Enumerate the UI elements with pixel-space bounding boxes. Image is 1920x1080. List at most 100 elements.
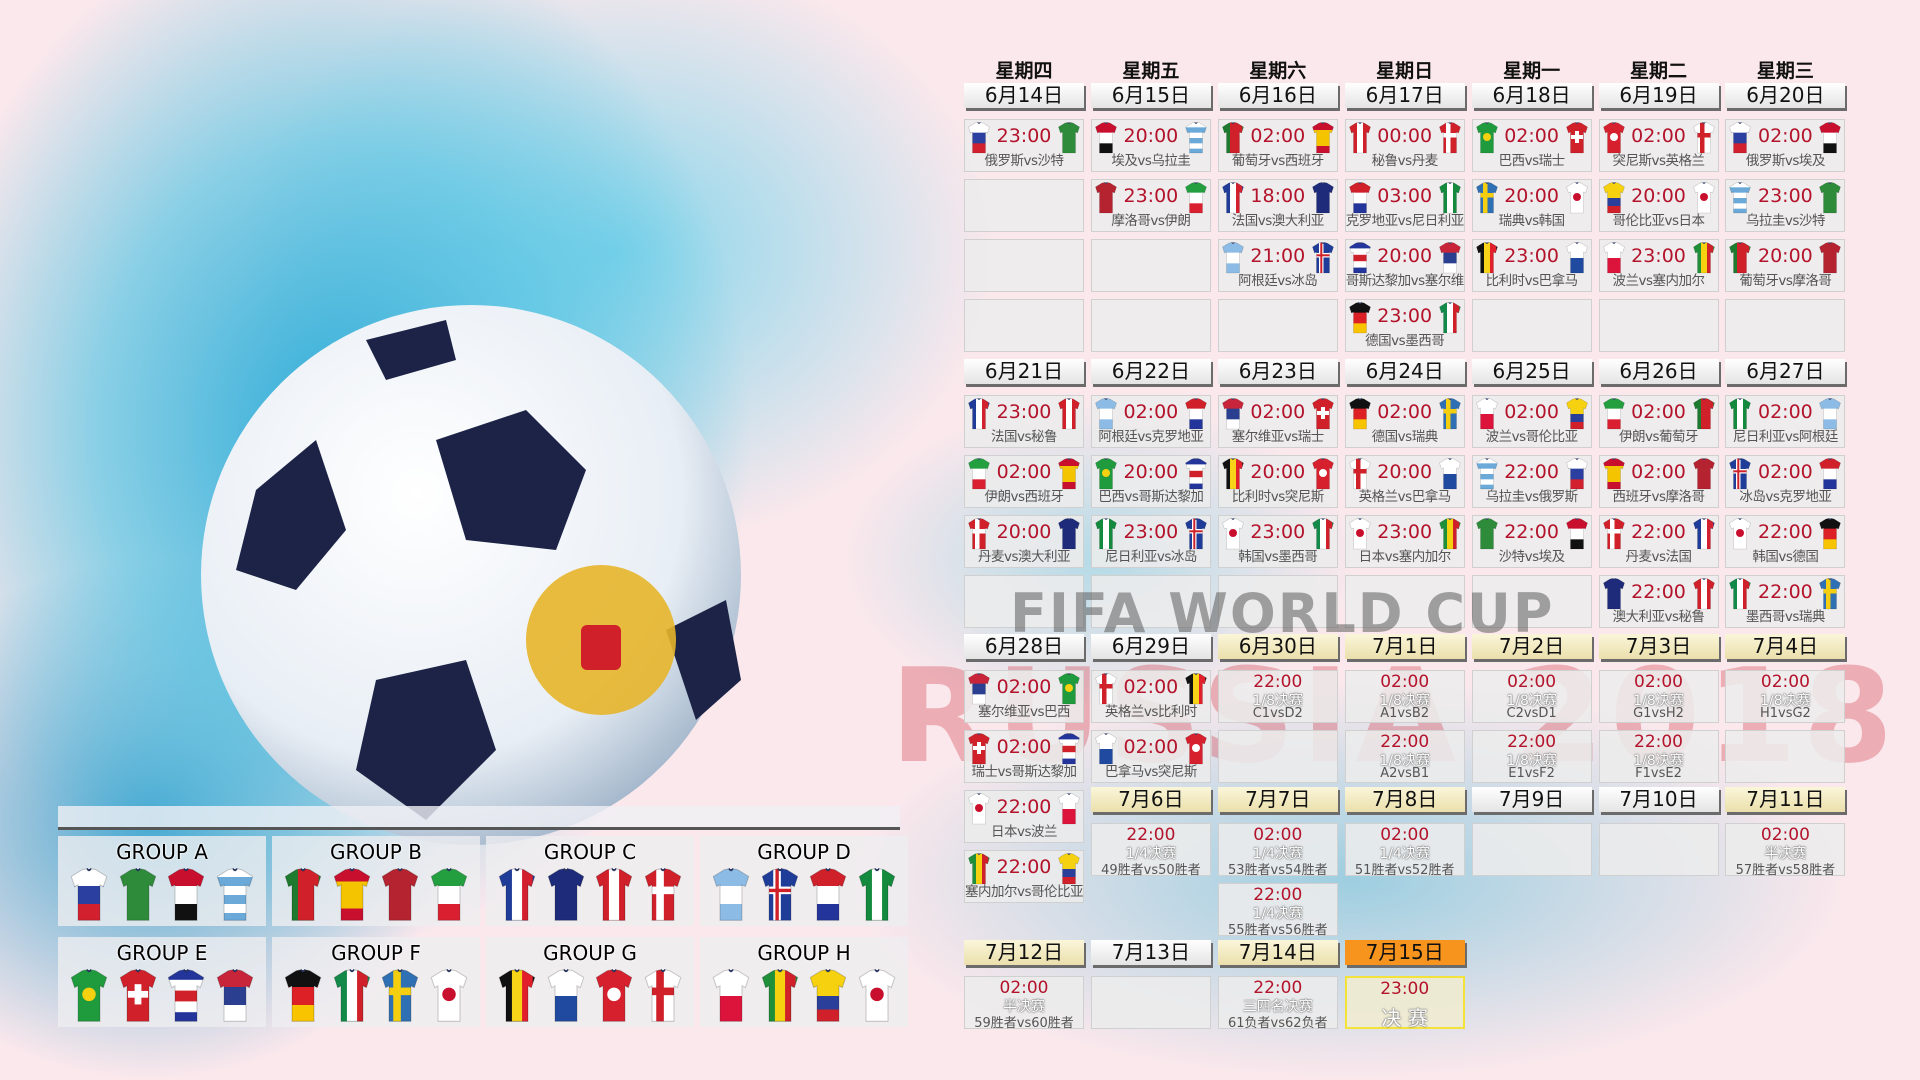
- match-cell[interactable]: 02:00 西班牙vs摩洛哥: [1598, 455, 1719, 508]
- match-cell[interactable]: 20:00 巴西vs哥斯达黎加: [1090, 455, 1211, 508]
- home-jersey-icon: [1728, 398, 1752, 430]
- date-header: 6月18日: [1471, 83, 1592, 108]
- match-time: 02:00: [1631, 401, 1686, 423]
- match-cell[interactable]: 02:00 塞尔维亚vs巴西: [964, 670, 1084, 723]
- match-cell[interactable]: 02:00 葡萄牙vs西班牙: [1217, 119, 1338, 172]
- match-cell[interactable]: 23:00 决 赛: [1344, 976, 1465, 1030]
- home-jersey-icon: [1602, 518, 1626, 550]
- match-cell[interactable]: 18:00 法国vs澳大利亚: [1217, 179, 1338, 232]
- match-cell[interactable]: 23:00 尼日利亚vs冰岛: [1090, 515, 1211, 568]
- match-cell[interactable]: 20:00 哥斯达黎加vs塞尔维亚: [1344, 239, 1465, 292]
- match-cell[interactable]: 22:00 1/8决赛 A2vsB1: [1344, 730, 1465, 783]
- match-cell[interactable]: 20:00 比利时vs突尼斯: [1217, 455, 1338, 508]
- match-cell[interactable]: 20:00 葡萄牙vs摩洛哥: [1725, 239, 1846, 292]
- away-jersey-icon: [1438, 458, 1462, 490]
- match-cell[interactable]: 02:00 半决赛 59胜者vs60胜者: [964, 976, 1084, 1031]
- match-cell[interactable]: 02:00 1/4决赛 53胜者vs54胜者: [1217, 823, 1338, 878]
- match-cell[interactable]: 02:00 巴拿马vs突尼斯: [1090, 730, 1211, 783]
- match-cell[interactable]: 21:00 阿根廷vs冰岛: [1217, 239, 1338, 292]
- date-header: 6月24日: [1344, 359, 1465, 384]
- match-cell[interactable]: 02:00 冰岛vs克罗地亚: [1725, 455, 1846, 508]
- match-cell[interactable]: 20:00 英格兰vs巴拿马: [1344, 455, 1465, 508]
- group-jerseys: [710, 969, 898, 1023]
- match-cell[interactable]: 02:00 阿根廷vs克罗地亚: [1090, 395, 1211, 448]
- match-cell[interactable]: 03:00 克罗地亚vs尼日利亚: [1344, 179, 1465, 232]
- match-stage: 1/8决赛: [1633, 753, 1684, 769]
- match-cell[interactable]: 20:00 埃及vs乌拉圭: [1090, 119, 1211, 172]
- match-cell[interactable]: 02:00 俄罗斯vs埃及: [1725, 119, 1846, 172]
- match-cell[interactable]: 20:00 瑞典vs韩国: [1471, 179, 1592, 232]
- match-time: 20:00: [1123, 461, 1179, 483]
- match-cell[interactable]: 22:00 塞内加尔vs哥伦比亚: [964, 850, 1084, 903]
- match-cell[interactable]: 22:00 1/8决赛 C1vsD2: [1217, 670, 1338, 723]
- away-jersey-icon: [1818, 242, 1842, 274]
- match-cell[interactable]: 02:00 半决赛 57胜者vs58胜者: [1725, 823, 1846, 878]
- match-cell[interactable]: 22:00 丹麦vs法国: [1598, 515, 1719, 568]
- match-cell[interactable]: 02:00 巴西vs瑞士: [1471, 119, 1592, 172]
- match-pairing: E1vsF2: [1508, 766, 1555, 781]
- match-cell[interactable]: 02:00 波兰vs哥伦比亚: [1471, 395, 1592, 448]
- match-pairing: 61负者vs62负者: [1228, 1016, 1328, 1031]
- match-stage: 半决赛: [1764, 846, 1807, 862]
- match-cell[interactable]: 02:00 瑞士vs哥斯达黎加: [964, 730, 1084, 783]
- match-cell[interactable]: 22:00 1/8决赛 E1vsF2: [1471, 730, 1592, 783]
- match-cell[interactable]: 22:00 沙特vs埃及: [1471, 515, 1592, 568]
- match-time: 22:00: [1253, 885, 1303, 905]
- match-stage: 决 赛: [1381, 1006, 1428, 1030]
- match-cell[interactable]: 23:00 波兰vs塞内加尔: [1598, 239, 1719, 292]
- match-cell[interactable]: 23:00 法国vs秘鲁: [964, 395, 1084, 448]
- match-cell[interactable]: 22:00 墨西哥vs瑞典: [1725, 575, 1846, 628]
- match-cell[interactable]: 22:00 乌拉圭vs俄罗斯: [1471, 455, 1592, 508]
- match-cell[interactable]: 22:00 1/4决赛 55胜者vs56胜者: [1217, 883, 1338, 938]
- match-teams: 德国vs墨西哥: [1365, 333, 1445, 349]
- match-cell[interactable]: 02:00 1/8决赛 C2vsD1: [1471, 670, 1592, 723]
- match-cell[interactable]: 22:00 韩国vs德国: [1725, 515, 1846, 568]
- match-cell[interactable]: 23:00 韩国vs墨西哥: [1217, 515, 1338, 568]
- away-jersey-icon: [1565, 518, 1589, 550]
- match-cell[interactable]: 23:00 德国vs墨西哥: [1344, 299, 1465, 352]
- match-cell[interactable]: 22:00 三四名决赛 61负者vs62负者: [1217, 976, 1338, 1031]
- date-header: 7月7日: [1217, 787, 1338, 812]
- match-cell[interactable]: 23:00 比利时vs巴拿马: [1471, 239, 1592, 292]
- match-teams: 沙特vs埃及: [1498, 549, 1566, 565]
- match-cell[interactable]: 22:00 1/4决赛 49胜者vs50胜者: [1090, 823, 1211, 878]
- match-time: 20:00: [1631, 185, 1686, 207]
- match-cell[interactable]: 02:00 1/8决赛 H1vsG2: [1725, 670, 1846, 723]
- match-cell[interactable]: 23:00 摩洛哥vs伊朗: [1090, 179, 1211, 232]
- match-stage: 1/8决赛: [1379, 753, 1430, 769]
- match-teams: 伊朗vs葡萄牙: [1618, 429, 1699, 445]
- date-header: 6月20日: [1725, 83, 1846, 108]
- match-cell[interactable]: 02:00 突尼斯vs英格兰: [1598, 119, 1719, 172]
- match-cell[interactable]: 22:00 1/8决赛 F1vsE2: [1598, 730, 1719, 783]
- match-cell[interactable]: 23:00 俄罗斯vs沙特: [964, 119, 1084, 172]
- match-cell[interactable]: 02:00 1/4决赛 51胜者vs52胜者: [1344, 823, 1465, 878]
- group-title: GROUP F: [331, 941, 421, 965]
- home-jersey-icon: [1728, 458, 1752, 490]
- match-cell[interactable]: 02:00 尼日利亚vs阿根廷: [1725, 395, 1846, 448]
- match-cell[interactable]: 22:00 日本vs波兰: [964, 790, 1084, 843]
- away-jersey-icon: [1692, 458, 1716, 490]
- match-cell[interactable]: 02:00 塞尔维亚vs瑞士: [1217, 395, 1338, 448]
- weekday-label: 星期日: [1376, 60, 1434, 82]
- match-cell[interactable]: 02:00 英格兰vs比利时: [1090, 670, 1211, 723]
- jersey-icon: [759, 969, 801, 1023]
- match-cell[interactable]: 02:00 1/8决赛 A1vsB2: [1344, 670, 1465, 723]
- match-cell[interactable]: 02:00 伊朗vs西班牙: [964, 455, 1084, 508]
- match-cell[interactable]: 00:00 秘鲁vs丹麦: [1344, 119, 1465, 172]
- match-cell[interactable]: 02:00 德国vs瑞典: [1344, 395, 1465, 448]
- match-cell[interactable]: 22:00 澳大利亚vs秘鲁: [1598, 575, 1719, 628]
- match-cell[interactable]: 23:00 乌拉圭vs沙特: [1725, 179, 1846, 232]
- away-jersey-icon: [1311, 518, 1335, 550]
- match-cell[interactable]: 23:00 日本vs塞内加尔: [1344, 515, 1465, 568]
- match-cell[interactable]: 02:00 1/8决赛 G1vsH2: [1598, 670, 1719, 723]
- match-cell[interactable]: 20:00 哥伦比亚vs日本: [1598, 179, 1719, 232]
- match-teams: 英格兰vs比利时: [1104, 704, 1198, 720]
- weekday-label: 星期五: [1122, 60, 1180, 82]
- match-teams: 秘鲁vs丹麦: [1371, 153, 1439, 169]
- match-cell[interactable]: 20:00 丹麦vs澳大利亚: [964, 515, 1084, 568]
- match-pairing: 57胜者vs58胜者: [1735, 863, 1836, 878]
- jersey-icon: [496, 969, 538, 1023]
- match-time: 20:00: [1504, 185, 1559, 207]
- weekday-label: 星期四: [995, 60, 1053, 82]
- match-cell[interactable]: 02:00 伊朗vs葡萄牙: [1598, 395, 1719, 448]
